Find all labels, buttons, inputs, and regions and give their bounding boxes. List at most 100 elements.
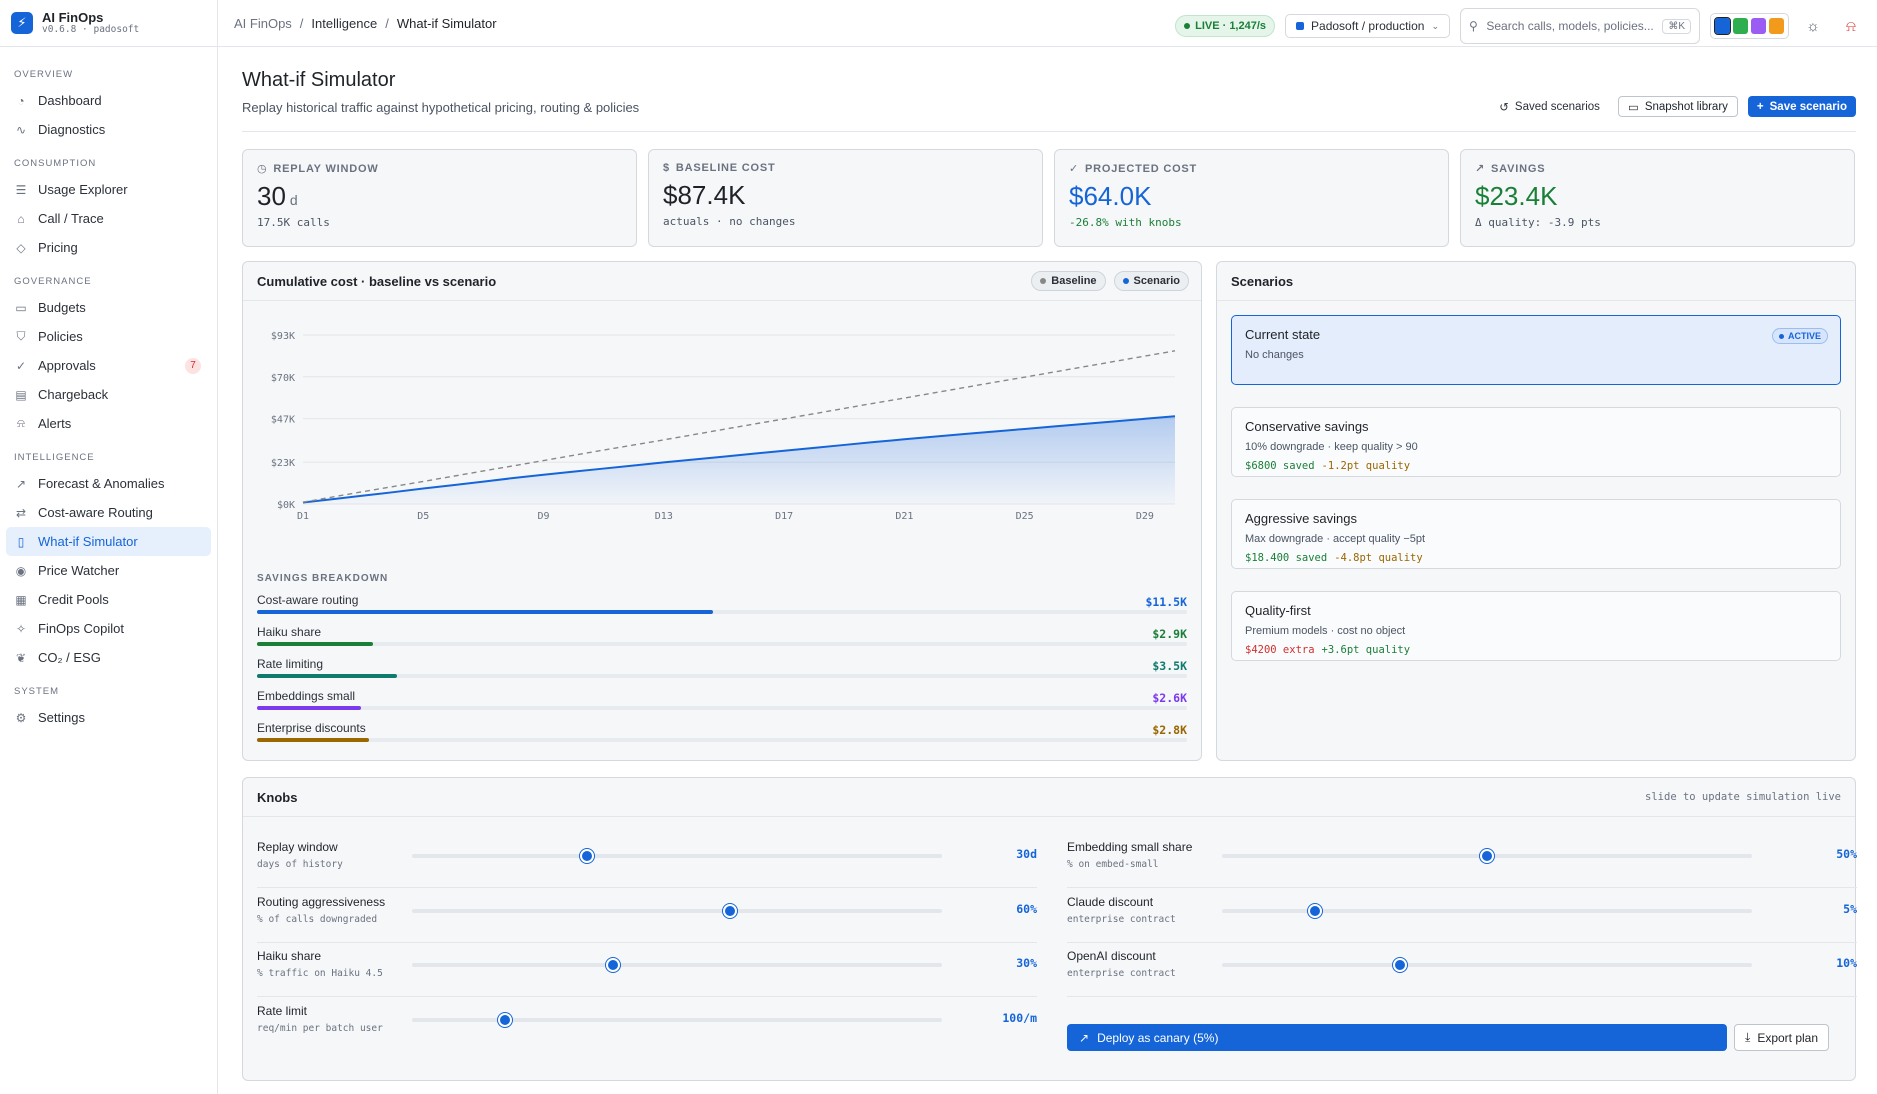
brand-version: v0.6.8 · padosoft xyxy=(42,23,140,35)
snapshot-library-button[interactable]: ▭ Snapshot library xyxy=(1617,96,1738,117)
knob-slider-thumb[interactable] xyxy=(579,849,594,863)
sidebar-item-finops-copilot[interactable]: ✧ FinOps Copilot xyxy=(6,614,211,643)
kpi-value-number: 30 xyxy=(257,181,286,211)
knob-slider[interactable] xyxy=(412,1012,942,1027)
search-placeholder: Search calls, models, policies... xyxy=(1486,18,1654,33)
gift-icon: ▦ xyxy=(15,592,27,607)
breadcrumb-separator: / xyxy=(385,15,389,31)
sidebar-item-chargeback[interactable]: ▤ Chargeback xyxy=(6,380,211,409)
sidebar-item-settings[interactable]: ⚙ Settings xyxy=(6,703,211,732)
legend-scenario[interactable]: Scenario xyxy=(1113,271,1189,291)
breakdown-value: $2.8K xyxy=(1152,723,1187,737)
knob-slider-thumb[interactable] xyxy=(1392,958,1407,972)
knob-divider xyxy=(1067,887,1857,888)
knob-slider[interactable] xyxy=(1222,958,1752,972)
sidebar-item-forecast-anomalies[interactable]: ↗ Forecast & Anomalies xyxy=(6,469,211,498)
sidebar-item-what-if-simulator[interactable]: ▯ What-if Simulator xyxy=(6,527,211,556)
knob-slider-thumb[interactable] xyxy=(723,903,737,918)
knob-slider-thumb[interactable] xyxy=(497,1012,512,1027)
breakdown-row: Cost-aware routing $11.5K xyxy=(257,593,1187,617)
export-plan-button[interactable]: ⤓ Export plan xyxy=(1734,1024,1830,1051)
knob-divider xyxy=(257,941,1037,943)
knob-slider[interactable] xyxy=(1222,903,1752,918)
breakdown-row: Enterprise discounts $2.8K xyxy=(257,721,1187,745)
knob-description: % of calls downgraded xyxy=(257,913,378,925)
kpi-label: ◷ REPLAY WINDOW xyxy=(257,162,622,176)
sidebar-item-dashboard[interactable]: ◔ Dashboard xyxy=(6,86,211,115)
sidebar-item-budgets[interactable]: ▭ Budgets xyxy=(6,293,211,322)
trend-up-icon: ↗ xyxy=(1475,163,1486,175)
sidebar-item-price-watcher[interactable]: ◉ Price Watcher xyxy=(6,556,211,585)
scenario-card-quality-first[interactable]: Quality-first Premium models · cost no ob… xyxy=(1231,591,1841,661)
knob-slider[interactable] xyxy=(412,903,942,918)
knob-routing-aggressiveness: Routing aggressiveness % of calls downgra… xyxy=(257,889,1037,943)
scenario-card-current-state[interactable]: Current state No changes ACTIVE xyxy=(1231,315,1841,385)
search-input[interactable]: ⚲ Search calls, models, policies... ⌘K xyxy=(1460,8,1700,44)
scenario-impact: $18.400 saved -4.8pt quality xyxy=(1245,552,1827,564)
scenario-card-conservative-savings[interactable]: Conservative savings 10% downgrade · keep… xyxy=(1231,407,1841,477)
knob-description: req/min per batch user xyxy=(257,1022,383,1034)
scenario-area xyxy=(303,416,1175,504)
breakdown-value: $2.9K xyxy=(1152,627,1187,641)
sidebar-item-approvals[interactable]: ✓ Approvals 7 xyxy=(6,351,211,380)
save-scenario-button[interactable]: + Save scenario xyxy=(1747,96,1856,117)
knob-slider[interactable] xyxy=(412,849,942,863)
pulse-icon: ∿ xyxy=(15,122,27,137)
breakdown-label: Cost-aware routing xyxy=(257,593,359,607)
theme-swatch[interactable] xyxy=(1769,18,1784,34)
cumulative-cost-chart: $0K $23K $47K $70K $93K D1 D5 D9 D13 D17 D21 D25 D29 xyxy=(271,331,1176,522)
legend-baseline[interactable]: Baseline xyxy=(1031,271,1106,291)
sidebar-item-label: Forecast & Anomalies xyxy=(38,476,165,491)
knob-slider[interactable] xyxy=(1222,849,1752,863)
knob-description: days of history xyxy=(257,859,343,870)
kpi-subtext: Δ quality: -3.9 pts xyxy=(1475,216,1601,229)
brand[interactable]: ⚡ AI FinOps v0.6.8 · padosoft xyxy=(0,0,217,47)
x-tick-label: D29 xyxy=(1136,511,1154,522)
notifications-bell-icon[interactable]: ⍾ xyxy=(1846,17,1856,35)
deploy-canary-button[interactable]: ↗ Deploy as canary (5%) xyxy=(1067,1024,1727,1051)
x-tick-label: D5 xyxy=(417,511,429,522)
sidebar-item-policies[interactable]: ⛉ Policies xyxy=(6,322,211,351)
knob-slider[interactable] xyxy=(412,958,942,972)
sidebar-item-diagnostics[interactable]: ∿ Diagnostics xyxy=(6,115,211,144)
history-icon: ↺ xyxy=(1499,101,1509,114)
sidebar-item-label: Settings xyxy=(38,710,85,725)
topbar: AI FinOps / Intelligence / What-if Simul… xyxy=(218,0,1877,47)
knob-openai-discount: OpenAI discount enterprise contract 10% xyxy=(1067,943,1857,997)
nav-section-title: INTELLIGENCE xyxy=(14,452,95,463)
sidebar-item-credit-pools[interactable]: ▦ Credit Pools xyxy=(6,585,211,614)
scenario-card-aggressive-savings[interactable]: Aggressive savings Max downgrade · accept… xyxy=(1231,499,1841,569)
export-plan-label: Export plan xyxy=(1757,1030,1819,1045)
theme-toggle-sun-icon[interactable]: ☼ xyxy=(1806,17,1820,35)
knob-slider-thumb[interactable] xyxy=(1307,903,1322,918)
scenario-savings: $18.400 saved xyxy=(1245,552,1328,564)
breadcrumb-root[interactable]: AI FinOps xyxy=(234,15,292,31)
deploy-canary-label: Deploy as canary (5%) xyxy=(1097,1030,1219,1045)
tag-icon: ◇ xyxy=(16,240,26,255)
sidebar-item-call-trace[interactable]: ⌂ Call / Trace xyxy=(6,204,211,233)
download-icon: ⤓ xyxy=(1745,1030,1751,1044)
knob-slider-thumb[interactable] xyxy=(606,958,621,972)
sidebar-item-usage-explorer[interactable]: ☰ Usage Explorer xyxy=(6,175,211,204)
knob-slider-thumb[interactable] xyxy=(1480,849,1494,863)
breadcrumb-separator: / xyxy=(299,15,304,31)
sidebar-item-pricing[interactable]: ◇ Pricing xyxy=(6,233,211,262)
theme-swatch[interactable] xyxy=(1751,18,1766,34)
kpi-label: $ BASELINE COST xyxy=(663,162,1028,174)
sidebar-item-alerts[interactable]: ⍾ Alerts xyxy=(6,409,211,438)
breadcrumb-section[interactable]: Intelligence xyxy=(311,15,378,31)
saved-scenarios-button[interactable]: ↺ Saved scenarios xyxy=(1491,97,1608,117)
sidebar-item-label: Credit Pools xyxy=(38,592,109,607)
kpi-label: ✓ PROJECTED COST xyxy=(1069,162,1434,176)
y-tick-label: $23K xyxy=(271,458,295,469)
knob-name: Claude discount xyxy=(1067,894,1154,909)
flask-icon: ▯ xyxy=(17,534,25,549)
dollar-icon: $ xyxy=(663,162,670,174)
org-selector[interactable]: Padosoft / production ⌄ xyxy=(1285,14,1450,38)
theme-swatch[interactable] xyxy=(1733,18,1748,34)
theme-swatch[interactable] xyxy=(1714,17,1731,35)
sidebar-item-cost-aware-routing[interactable]: ⇄ Cost-aware Routing xyxy=(6,498,211,527)
x-tick-label: D25 xyxy=(1016,511,1034,522)
page-subtitle: Replay historical traffic against hypoth… xyxy=(242,100,640,115)
sidebar-item-co-esg[interactable]: ❦ CO₂ / ESG xyxy=(6,643,211,672)
